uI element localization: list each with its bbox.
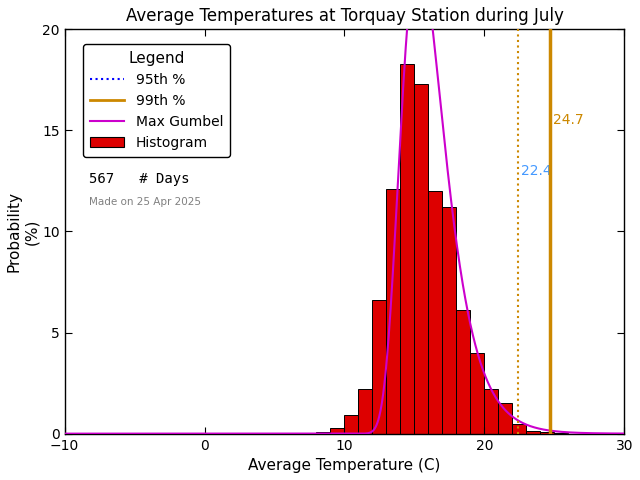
Bar — [442, 207, 456, 433]
Text: Made on 25 Apr 2025: Made on 25 Apr 2025 — [89, 196, 201, 206]
Bar — [499, 403, 513, 433]
Bar — [470, 353, 484, 433]
Bar — [513, 423, 526, 433]
Title: Average Temperatures at Torquay Station during July: Average Temperatures at Torquay Station … — [125, 7, 563, 25]
Text: 22.4: 22.4 — [521, 164, 552, 178]
Bar — [415, 84, 428, 433]
Legend: 95th %, 99th %, Max Gumbel, Histogram: 95th %, 99th %, Max Gumbel, Histogram — [83, 44, 230, 157]
Bar — [554, 432, 568, 433]
X-axis label: Average Temperature (C): Average Temperature (C) — [248, 458, 441, 473]
Text: 24.7: 24.7 — [553, 113, 584, 127]
Bar — [484, 389, 499, 433]
Bar — [344, 416, 358, 433]
Bar — [387, 189, 401, 433]
Bar — [372, 300, 387, 433]
Bar — [456, 310, 470, 433]
Bar — [428, 191, 442, 433]
Y-axis label: Probability
(%): Probability (%) — [7, 191, 39, 272]
Bar — [401, 64, 415, 433]
Bar — [358, 389, 372, 433]
Bar — [316, 432, 330, 433]
Bar — [540, 432, 554, 433]
Bar — [526, 431, 540, 433]
Bar — [330, 428, 344, 433]
Text: 567   # Days: 567 # Days — [89, 172, 189, 186]
